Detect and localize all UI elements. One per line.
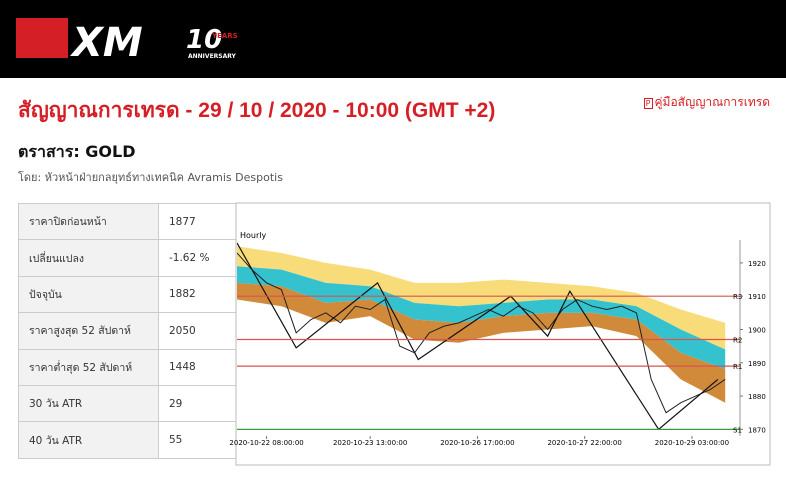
- cell-label: 30 วัน ATR: [18, 384, 159, 423]
- logo-text: XM: [69, 20, 143, 66]
- pdf-icon: P: [643, 98, 653, 109]
- y-tick-label: 1880: [748, 393, 766, 401]
- table-row: 30 วัน ATR 29: [18, 384, 237, 423]
- y-tick-label: 1870: [748, 426, 766, 434]
- logo: XM 10 YEARS ANNIVERSARY: [16, 18, 238, 66]
- chart-title: Hourly: [240, 231, 266, 240]
- cell-label: เปลี่ยนแปลง: [18, 239, 159, 277]
- cell-value: 1877: [158, 202, 237, 241]
- cell-label: ปัจจุบัน: [18, 275, 159, 314]
- y-tick-label: 1910: [748, 293, 766, 301]
- cell-label: ราคาปิดก่อนหน้า: [18, 202, 159, 241]
- y-tick-label: 1920: [748, 260, 766, 268]
- guide-link[interactable]: P คู่มือสัญญาณการเทรด: [643, 93, 771, 112]
- y-tick-label: 1900: [748, 326, 766, 334]
- series-line: [237, 252, 726, 414]
- logo-sub: ANNIVERSARY: [188, 53, 237, 60]
- page-title: สัญญาณการเทรด - 29 / 10 / 2020 - 10:00 (…: [18, 99, 496, 122]
- instrument: ตราสาร: GOLD: [18, 142, 136, 161]
- x-tick-label: 2020-10-23 13:00:00: [333, 439, 407, 447]
- top-bar: XM 10 YEARS ANNIVERSARY: [0, 0, 786, 78]
- x-tick-label: 2020-10-22 08:00:00: [229, 439, 303, 447]
- author: โดย: หัวหน้าฝ่ายกลยุทธ์ทางเทคนิค Avramis…: [18, 171, 283, 184]
- cell-value: 1448: [158, 348, 237, 386]
- band: [237, 246, 726, 350]
- table-row: ราคาปิดก่อนหน้า 1877: [18, 202, 237, 241]
- pivot-label: S1: [733, 426, 742, 434]
- pivot-label: R3: [733, 293, 742, 301]
- info-table: ราคาปิดก่อนหน้า 1877 เปลี่ยนแปลง -1.62 % ปัจ…: [18, 202, 237, 459]
- cell-value: -1.62 %: [158, 239, 237, 277]
- table-row: เปลี่ยนแปลง -1.62 %: [18, 239, 237, 277]
- x-tick-label: 2020-10-26 17:00:00: [440, 439, 514, 447]
- cell-label: 40 วัน ATR: [18, 421, 159, 459]
- table-row: ปัจจุบัน 1882: [18, 275, 237, 314]
- logo-badge: 10: [186, 25, 222, 55]
- x-tick-label: 2020-10-29 03:00:00: [655, 439, 729, 447]
- pivot-label: R2: [733, 336, 742, 344]
- x-tick-label: 2020-10-27 22:00:00: [547, 439, 621, 447]
- band: [237, 282, 726, 403]
- logo-icon: [16, 18, 68, 58]
- y-tick-label: 1890: [748, 360, 766, 368]
- logo-years: YEARS: [211, 32, 238, 40]
- guide-text[interactable]: คู่มือสัญญาณการเทรด: [654, 95, 771, 109]
- band: [237, 266, 726, 370]
- pivot-label: R1: [733, 363, 742, 371]
- cell-label: ราคาสูงสุด 52 สัปดาห์: [18, 312, 159, 350]
